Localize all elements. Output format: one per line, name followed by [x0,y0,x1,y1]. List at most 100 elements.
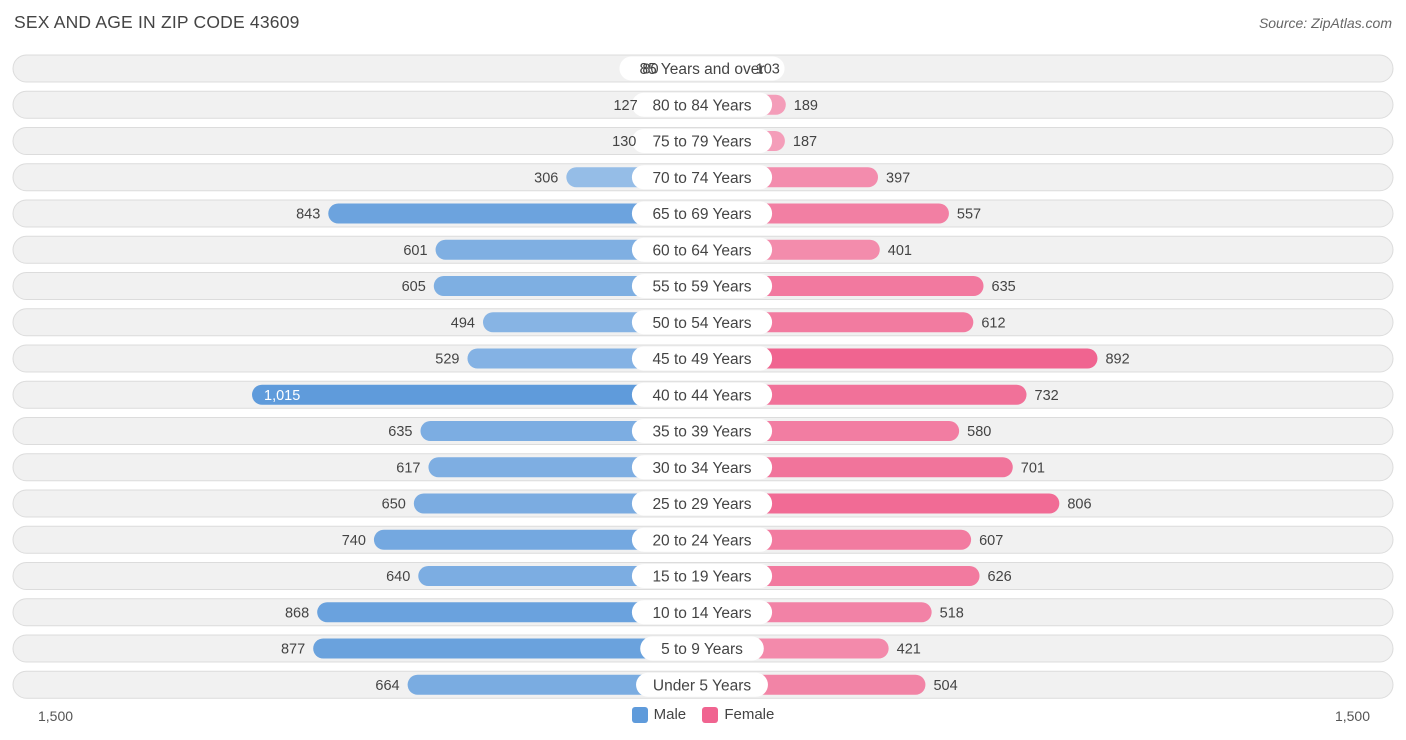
value-label-male: 640 [386,569,410,585]
value-label-female: 504 [933,678,957,694]
chart-row: 40 to 44 Years 1,015 732 [12,380,1394,409]
category-pill [631,600,773,625]
category-label: 45 to 49 Years [652,351,751,368]
value-label-female: 580 [967,424,991,440]
category-label: 65 to 69 Years [652,206,751,223]
category-label: 35 to 39 Years [652,424,751,441]
category-label: 40 to 44 Years [652,387,751,404]
category-pill [631,564,773,588]
value-label-female: 607 [979,533,1003,549]
category-label: 30 to 34 Years [652,460,751,477]
value-label-male: 650 [382,497,406,513]
value-label-male: 1,015 [264,388,300,404]
category-label: 70 to 74 Years [652,170,751,187]
value-label-female: 557 [957,207,981,223]
value-label-male: 617 [396,460,420,476]
category-pill [631,491,773,516]
chart-row: 30 to 34 Years 617 701 [12,453,1394,482]
chart-row: 75 to 79 Years 130 187 [12,127,1394,155]
category-label: 75 to 79 Years [652,134,751,151]
value-label-female: 401 [888,243,912,259]
chart-row: 65 to 69 Years 843 557 [12,199,1394,228]
value-label-male: 740 [342,533,366,549]
bar-female [692,348,1098,369]
category-label: 85 Years and over [640,61,765,78]
chart-row: 50 to 54 Years 494 612 [12,308,1394,337]
category-pill [631,165,773,190]
value-label-female: 892 [1105,352,1129,368]
legend-item-female[interactable]: Female [702,706,774,723]
value-label-female: 806 [1067,497,1091,513]
category-pill [631,455,773,480]
value-label-female: 518 [940,605,964,621]
chart-title: SEX AND AGE IN ZIP CODE 43609 [14,12,300,32]
axis-label-right: 1,500 [1334,708,1370,724]
value-label-female: 187 [793,134,817,150]
bar-male [313,638,712,659]
category-label: 50 to 54 Years [652,315,751,332]
value-label-female: 103 [756,62,780,78]
value-label-male: 601 [403,243,427,259]
bar-male [328,203,712,224]
bar-female [692,493,1060,514]
value-label-female: 732 [1035,388,1059,404]
category-label: 15 to 19 Years [652,569,751,586]
bar-female [692,384,1027,405]
category-label: 5 to 9 Years [661,641,743,658]
category-pill [631,92,773,117]
value-label-female: 397 [886,170,910,186]
category-label: Under 5 Years [653,677,751,694]
value-label-female: 626 [988,569,1012,585]
category-pill [631,382,773,407]
category-pill [631,201,773,226]
value-label-male: 635 [388,424,412,440]
legend-item-male[interactable]: Male [631,706,686,723]
bar-male [317,602,712,623]
category-pill [619,56,785,81]
chart-row: 55 to 59 Years 605 635 [12,272,1394,300]
value-label-male: 306 [534,170,558,186]
category-label: 25 to 29 Years [652,496,751,513]
value-label-female: 635 [992,279,1016,295]
axis-label-left: 1,500 [38,708,74,724]
bar-female [692,457,1013,478]
category-pill [631,527,773,552]
value-label-male: 877 [281,642,305,658]
chart-row: 35 to 39 Years 635 580 [12,417,1394,445]
category-label: 80 to 84 Years [652,97,751,114]
bar-male [373,529,712,550]
legend-label-female: Female [724,706,775,723]
category-pill [640,636,764,661]
chart-row: 70 to 74 Years 306 397 [12,163,1394,192]
category-pill [631,419,773,443]
value-label-male: 127 [613,98,637,114]
category-label: 10 to 14 Years [652,605,751,622]
value-label-male: 130 [612,134,636,150]
bar-male [252,384,712,405]
chart-source: Source: ZipAtlas.com [1258,15,1392,31]
chart-row: 10 to 14 Years 868 518 [12,598,1394,627]
category-label: 55 to 59 Years [652,279,751,296]
value-label-female: 421 [897,642,921,658]
chart-row: Under 5 Years 664 504 [12,670,1394,699]
legend: Male Female [0,706,1406,727]
chart-row: 5 to 9 Years 877 421 [12,634,1394,663]
legend-swatch-female [702,706,719,723]
category-pill [631,237,773,262]
category-pill [631,310,773,335]
chart-row: 80 to 84 Years 127 189 [12,90,1394,119]
legend-swatch-male [631,706,648,723]
value-label-female: 701 [1021,460,1045,476]
chart-row: 20 to 24 Years 740 607 [12,525,1394,554]
value-label-male: 664 [375,678,399,694]
category-label: 60 to 64 Years [652,242,751,259]
bar-male [407,674,712,695]
category-pill [631,346,773,371]
value-label-male: 605 [402,279,426,295]
value-label-male: 80 [642,62,658,78]
category-pill [631,274,773,298]
value-label-female: 612 [981,315,1005,331]
category-pill [631,129,773,153]
